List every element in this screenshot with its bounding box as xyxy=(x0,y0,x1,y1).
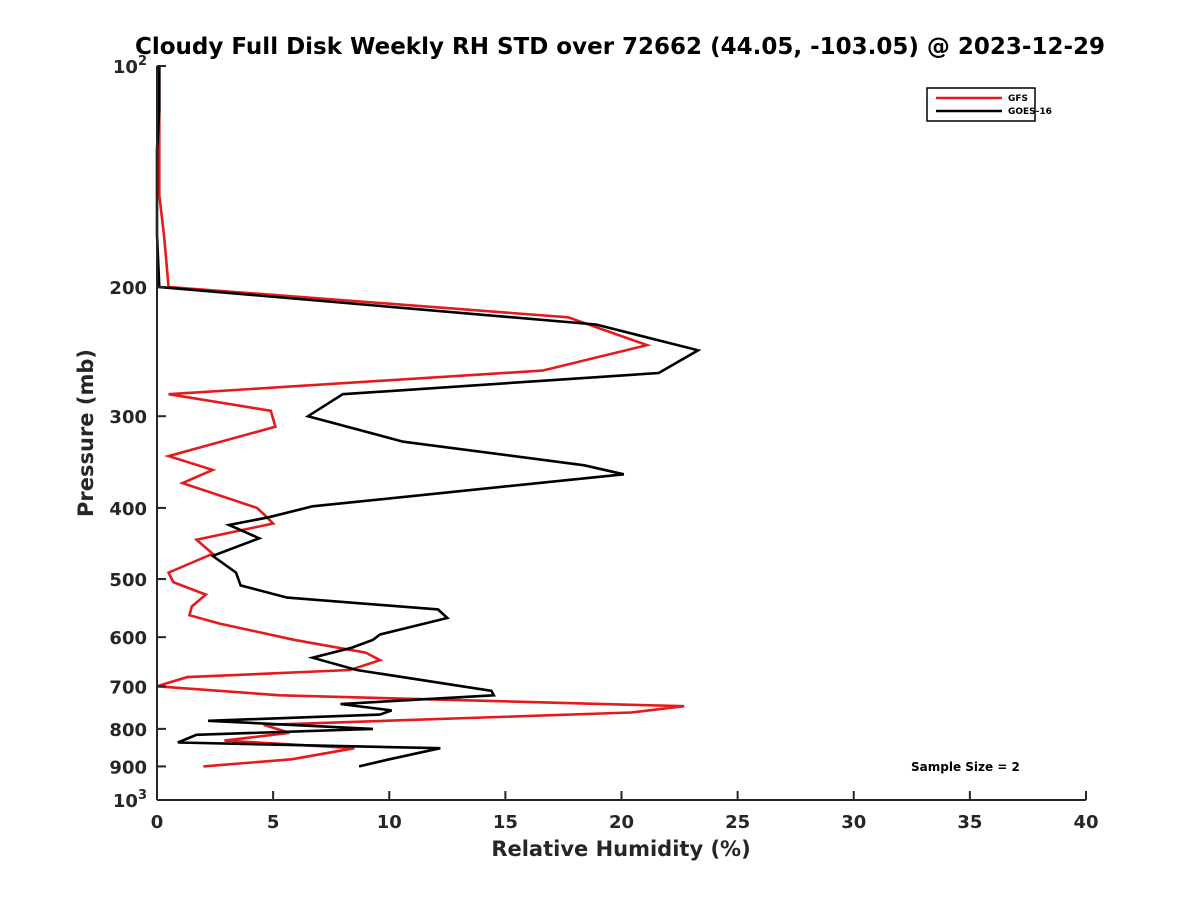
x-tick-label: 15 xyxy=(493,812,518,833)
x-tick-label: 0 xyxy=(151,812,164,833)
x-tick-label: 25 xyxy=(725,812,750,833)
x-tick-label: 10 xyxy=(377,812,402,833)
legend-label-goes-16: GOES-16 xyxy=(1008,107,1052,117)
legend: GFS GOES-16 xyxy=(926,87,1052,122)
y-tick-label: 800 xyxy=(109,720,147,741)
y-tick-label: 103 xyxy=(113,788,147,812)
x-tick-label: 30 xyxy=(841,812,866,833)
y-ticks: 102 200 300 400 500 600 700 800 900 103 xyxy=(109,54,166,812)
x-tick-label: 40 xyxy=(1073,812,1098,833)
y-tick-label: 102 xyxy=(113,54,147,78)
sample-size-annotation: Sample Size = 2 xyxy=(911,760,1020,774)
y-tick-label: 200 xyxy=(109,278,147,299)
x-tick-label: 5 xyxy=(267,812,280,833)
y-tick-label: 500 xyxy=(109,570,147,591)
legend-label-gfs: GFS xyxy=(1008,94,1028,104)
x-ticks: 0 5 10 15 20 25 30 35 40 xyxy=(151,791,1099,833)
x-axis-label: Relative Humidity (%) xyxy=(491,837,750,861)
y-tick-label: 700 xyxy=(109,677,147,698)
legend-box xyxy=(926,87,1036,122)
plot-area xyxy=(155,66,702,768)
y-tick-label: 600 xyxy=(109,628,147,649)
y-tick-label: 300 xyxy=(109,407,147,428)
series-line-gfs xyxy=(156,66,685,768)
x-tick-label: 35 xyxy=(957,812,982,833)
series-line-goes-16 xyxy=(155,66,702,768)
chart-title: Cloudy Full Disk Weekly RH STD over 7266… xyxy=(135,34,1105,60)
y-tick-label: 400 xyxy=(109,499,147,520)
y-tick-label: 900 xyxy=(109,757,147,778)
y-axis-label: Pressure (mb) xyxy=(74,349,98,517)
x-tick-label: 20 xyxy=(609,812,634,833)
